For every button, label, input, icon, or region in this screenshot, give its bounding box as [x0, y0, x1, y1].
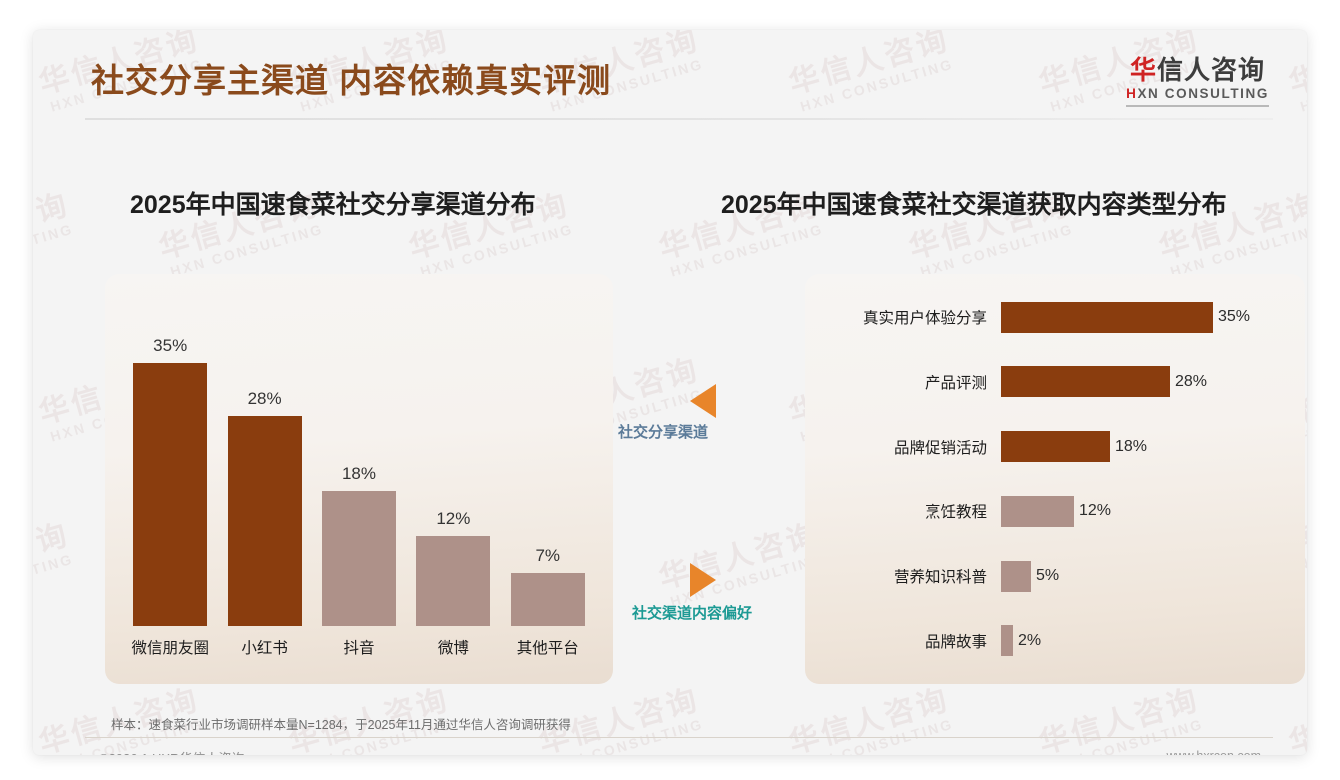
category-label: 其他平台 [516, 640, 579, 657]
bar-row: 真实用户体验分享 35% [829, 300, 1283, 334]
bar [133, 363, 208, 626]
footer-website: www.hxrcon.com [1167, 749, 1261, 755]
logo-rest-chars: 信人咨询 [1157, 55, 1266, 85]
bar [1001, 431, 1110, 463]
bar-column: 12% [413, 509, 493, 626]
bar-row: 产品评测 28% [829, 365, 1283, 399]
vertical-bar-chart: 35% 28% 18% 12% 7% [105, 306, 613, 626]
middle-top-label: 社交分享渠道 [618, 424, 709, 441]
bar-value-label: 35% [153, 336, 188, 355]
logo-english-text: HXN CONSULTING [1126, 86, 1269, 101]
left-chart-title: 2025年中国速食菜社交分享渠道分布 [130, 191, 536, 219]
bar-value-label: 35% [1218, 308, 1251, 325]
bar [321, 491, 396, 626]
slide-canvas: 华信人咨询 HXN CONSULTING 华信人咨询 HXN CONSULTING 华信… [33, 30, 1307, 755]
bar-track: 12% [1001, 495, 1283, 527]
bar-value-label: 7% [535, 546, 561, 565]
logo-accent-char: 华 [1130, 55, 1158, 85]
bar [1001, 366, 1170, 398]
bar-row: 品牌故事 2% [829, 624, 1283, 658]
left-chart-card: 35% 28% 18% 12% 7% 微信朋友圈 小红书 抖音 微博 其他平台 [105, 274, 613, 684]
category-label: 产品评测 [924, 374, 987, 392]
vertical-bar-category-axis: 微信朋友圈 小红书 抖音 微博 其他平台 [105, 636, 613, 658]
category-label: 品牌故事 [924, 633, 987, 651]
bar [1001, 495, 1074, 527]
bar-row: 营养知识科普 5% [829, 559, 1283, 593]
middle-annotation-bottom: 社交渠道内容偏好 [618, 563, 752, 623]
bar-track: 28% [1001, 366, 1283, 398]
bar [227, 416, 302, 626]
bar [416, 536, 491, 626]
bar-value-label: 28% [247, 389, 282, 408]
middle-annotation-top: 社交分享渠道 [618, 384, 716, 442]
slide-header: 社交分享主渠道 内容依赖真实评测 华信人咨询 HXN CONSULTING [33, 30, 1307, 114]
bar-value-label: 18% [341, 464, 376, 483]
logo-underline [1126, 104, 1269, 107]
bar-value-label: 2% [1018, 631, 1042, 649]
bar [1001, 625, 1013, 657]
bar-row: 烹饪教程 12% [829, 494, 1283, 528]
right-chart-card: 真实用户体验分享 35% 产品评测 28% 品牌促销活动 18% 烹饪教程 12% 营养知识科普… [805, 274, 1305, 684]
bar-column: 7% [508, 546, 588, 626]
bar-column: 18% [319, 464, 399, 626]
sample-footnote: 样本：速食菜行业市场调研样本量N=1284，于2025年11月通过华信人咨询调研… [111, 718, 571, 732]
category-label: 抖音 [343, 640, 375, 657]
logo-chinese-text: 华信人咨询 [1126, 56, 1269, 85]
header-divider [85, 118, 1273, 120]
logo-en-accent: H [1126, 85, 1138, 101]
category-label: 真实用户体验分享 [862, 310, 987, 327]
category-label: 营养知识科普 [893, 569, 987, 587]
category-label: 微博 [437, 640, 469, 657]
horizontal-bar-chart: 真实用户体验分享 35% 产品评测 28% 品牌促销活动 18% 烹饪教程 12% 营养知识科普… [829, 300, 1283, 658]
footer-divider [85, 737, 1273, 738]
triangle-left-icon [690, 384, 716, 418]
category-label: 微信朋友圈 [131, 640, 209, 657]
bar [510, 573, 585, 626]
bar [1001, 301, 1213, 333]
bar-value-label: 12% [1079, 502, 1112, 520]
bar-track: 5% [1001, 560, 1283, 592]
logo-en-rest: XN CONSULTING [1137, 85, 1269, 101]
right-chart-title: 2025年中国速食菜社交渠道获取内容类型分布 [721, 191, 1227, 219]
bar [1001, 560, 1031, 592]
triangle-right-icon [690, 563, 716, 597]
bar-column: 28% [224, 389, 304, 626]
bar-value-label: 28% [1175, 372, 1208, 390]
company-logo: 华信人咨询 HXN CONSULTING [1126, 56, 1269, 107]
bar-value-label: 12% [436, 509, 471, 528]
footer-copyright: ©2026.1 HXR华信人咨询 [99, 748, 244, 755]
middle-bottom-label: 社交渠道内容偏好 [632, 605, 753, 622]
bar-value-label: 5% [1036, 567, 1060, 585]
bar-value-label: 18% [1115, 437, 1148, 455]
bar-track: 18% [1001, 431, 1283, 463]
bar-track: 2% [1001, 625, 1283, 657]
category-label: 品牌促销活动 [893, 439, 987, 457]
bar-column: 35% [130, 336, 210, 626]
bar-track: 35% [1001, 301, 1283, 333]
page-title: 社交分享主渠道 内容依赖真实评测 [91, 62, 612, 99]
category-label: 小红书 [241, 640, 288, 657]
bar-row: 品牌促销活动 18% [829, 430, 1283, 464]
category-label: 烹饪教程 [924, 504, 987, 522]
